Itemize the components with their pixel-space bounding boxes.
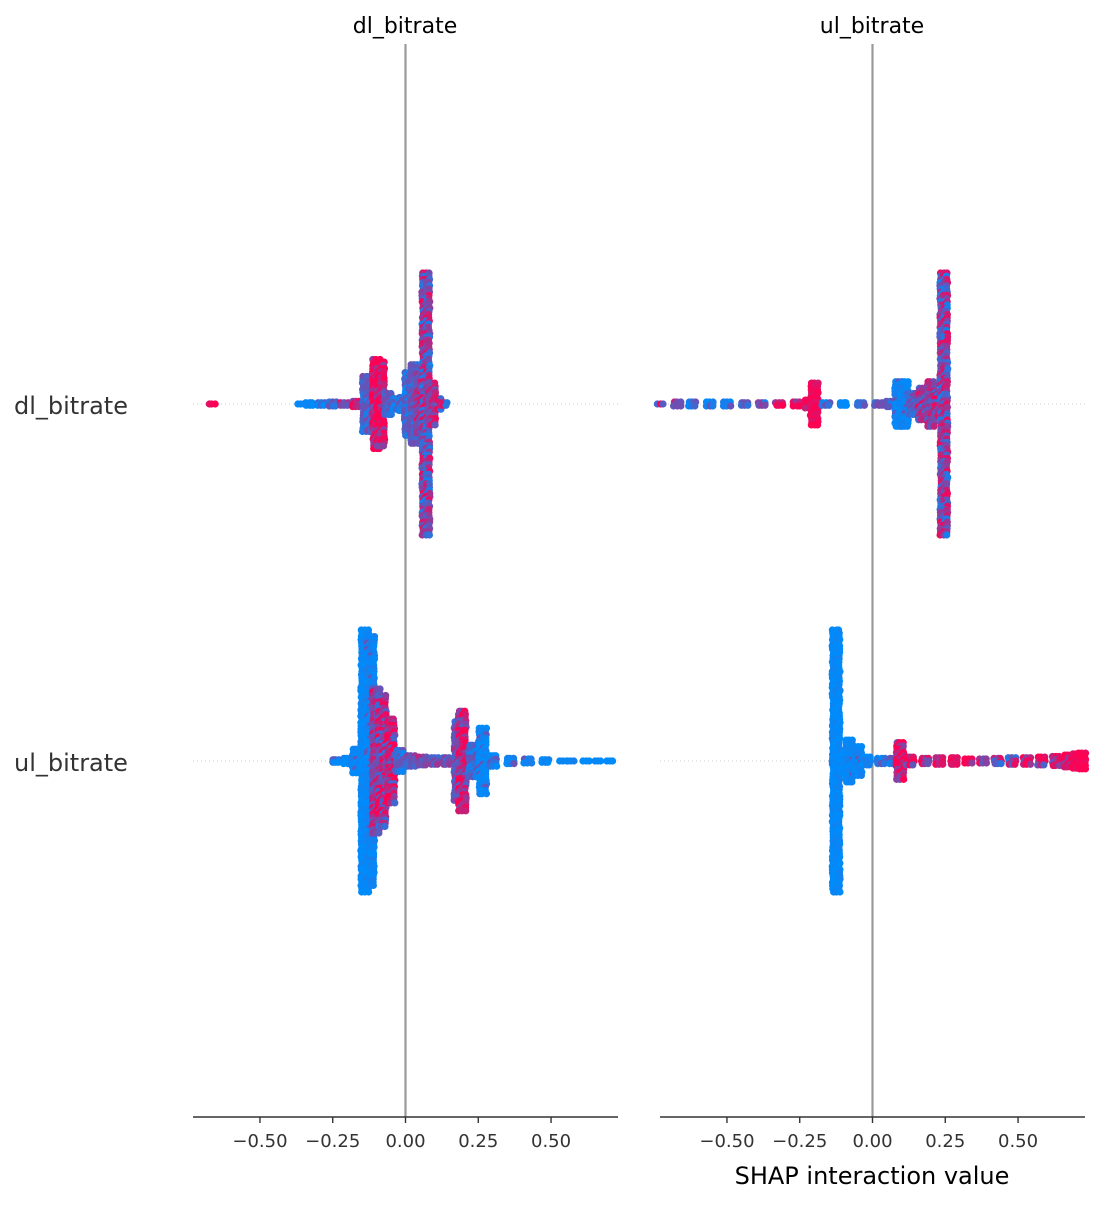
point <box>570 757 578 765</box>
point <box>860 401 869 409</box>
x-axis-0: −0.50 −0.25 0.00 0.25 0.50 <box>193 1116 618 1152</box>
point <box>528 759 536 767</box>
panel-title-1: ul_bitrate <box>820 14 924 39</box>
x-axis-1: −0.50 −0.25 0.00 0.25 0.50 <box>660 1116 1085 1152</box>
point <box>544 758 552 766</box>
cell-ul_bitrate <box>329 626 617 896</box>
point <box>857 771 866 780</box>
point <box>431 421 439 429</box>
point <box>997 760 1005 768</box>
point <box>365 888 373 896</box>
point <box>1026 760 1035 768</box>
point <box>691 402 699 410</box>
row-label-1: ul_bitrate <box>14 749 128 777</box>
point <box>880 760 888 768</box>
x-tick-label: 0.50 <box>998 1131 1038 1152</box>
point <box>211 400 219 408</box>
point <box>433 760 442 768</box>
point <box>597 757 605 765</box>
point <box>900 775 908 783</box>
x-tick-label: −0.25 <box>772 1131 827 1152</box>
x-tick-label: 0.25 <box>925 1131 965 1152</box>
point <box>510 760 518 768</box>
point <box>953 760 961 768</box>
point <box>924 760 932 768</box>
point <box>836 888 844 896</box>
point <box>842 401 851 409</box>
point <box>727 402 735 410</box>
point <box>982 759 991 767</box>
x-axis-label: SHAP interaction value <box>735 1162 1010 1190</box>
point <box>369 881 377 890</box>
point <box>968 759 976 767</box>
point <box>462 807 470 815</box>
x-tick-label: −0.25 <box>305 1131 360 1152</box>
point <box>381 822 389 831</box>
point <box>379 442 388 450</box>
beeswarm-1 <box>653 269 1090 896</box>
point <box>585 757 593 765</box>
point <box>425 531 434 539</box>
point <box>909 761 917 769</box>
point <box>1081 765 1090 773</box>
panel-title-0: dl_bitrate <box>353 14 457 39</box>
point <box>309 401 317 409</box>
point <box>943 531 951 539</box>
point <box>482 790 491 798</box>
x-tick-label: −0.50 <box>232 1131 287 1152</box>
point <box>493 762 501 770</box>
point <box>848 778 856 786</box>
point <box>825 401 833 409</box>
point <box>761 401 769 409</box>
x-tick-label: 0.25 <box>458 1131 498 1152</box>
point <box>608 757 617 765</box>
beeswarm-0 <box>205 269 617 896</box>
panel-ul-bitrate: ul_bitrate −0.50 −0.25 0.00 0.25 0.50 <box>653 14 1090 1152</box>
point <box>930 422 938 430</box>
panel-dl-bitrate: dl_bitrate −0.50 −0.25 0.00 0.25 0.50 <box>193 14 618 1152</box>
point <box>939 760 947 768</box>
point <box>375 829 383 837</box>
cell-dl_bitrate <box>653 269 952 539</box>
point <box>1040 761 1048 769</box>
point <box>865 761 873 769</box>
point <box>442 401 450 409</box>
x-tick-label: 0.00 <box>385 1131 425 1152</box>
point <box>813 421 822 429</box>
row-label-0: dl_bitrate <box>14 392 128 420</box>
x-tick-label: −0.50 <box>699 1131 754 1152</box>
point <box>421 761 430 769</box>
point <box>399 767 407 776</box>
point <box>709 402 717 410</box>
point <box>659 400 667 408</box>
point <box>744 401 752 409</box>
point <box>391 799 399 807</box>
point <box>903 422 911 430</box>
x-tick-label: 0.00 <box>852 1131 892 1152</box>
cell-ul_bitrate <box>828 626 1090 896</box>
cell-dl_bitrate <box>205 269 451 539</box>
row-labels: dl_bitrate ul_bitrate <box>14 392 128 777</box>
point <box>1011 760 1019 768</box>
point <box>677 402 685 410</box>
x-tick-label: 0.50 <box>531 1131 571 1152</box>
point <box>779 401 787 409</box>
